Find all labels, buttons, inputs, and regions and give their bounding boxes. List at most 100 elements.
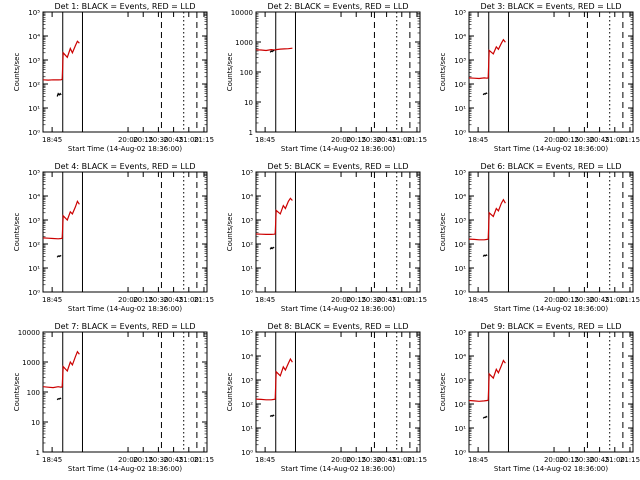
y-tick-label: 10² [454, 401, 466, 409]
y-tick-label: 10¹ [454, 425, 466, 433]
x-tick-label: 18:45 [255, 296, 275, 304]
x-tick-label: 20:15 [559, 136, 579, 144]
y-tick-label: 10⁵ [454, 9, 466, 17]
y-tick-label: 10³ [241, 377, 253, 385]
y-tick-label: 10000 [231, 9, 253, 17]
x-tick-label: 20:45 [163, 296, 183, 304]
x-tick-label: 20:30 [148, 456, 168, 464]
x-tick-label: 20:45 [376, 136, 396, 144]
panel-det-9: Det 9: BLACK = Events, RED = LLD 10⁰ 10¹ 10… [439, 322, 640, 473]
x-axis-label: Start Time (14-Aug-02 18:36:00) [68, 465, 182, 473]
panel-title: Det 8: BLACK = Events, RED = LLD [268, 322, 409, 331]
plot-frame [255, 331, 421, 453]
y-tick-label: 10¹ [454, 105, 466, 113]
x-tick-label: 20:45 [163, 456, 183, 464]
plot-frame [42, 171, 208, 293]
x-tick-label: 20:00 [544, 296, 564, 304]
series-events [56, 397, 62, 401]
y-tick-label: 10² [241, 401, 253, 409]
series-events [269, 246, 275, 250]
series-lld [468, 38, 506, 80]
x-tick-label: 21:00 [179, 136, 199, 144]
y-tick-label: 10¹ [454, 265, 466, 273]
x-tick-label: 21:15 [194, 136, 214, 144]
plot-frame [468, 171, 634, 293]
y-tick-label: 10⁰ [454, 289, 466, 297]
series-lld [255, 357, 293, 401]
panel-title: Det 5: BLACK = Events, RED = LLD [268, 162, 409, 171]
y-tick-label: 10⁰ [241, 289, 253, 297]
plot-frame [468, 331, 634, 453]
plot-frame [255, 171, 421, 293]
y-axis-label: Counts/sec [13, 213, 21, 252]
y-tick-label: 10³ [454, 217, 466, 225]
x-tick-label: 21:00 [179, 296, 199, 304]
y-tick-label: 10⁵ [241, 169, 253, 177]
panel-det-7: Det 7: BLACK = Events, RED = LLD 1 10 100 10… [13, 322, 214, 473]
x-tick-label: 20:30 [148, 136, 168, 144]
y-tick-label: 10³ [241, 217, 253, 225]
x-tick-label: 20:00 [544, 136, 564, 144]
x-tick-label: 21:15 [407, 456, 427, 464]
x-tick-label: 18:45 [42, 456, 62, 464]
x-tick-label: 20:00 [118, 136, 138, 144]
x-tick-label: 20:00 [544, 456, 564, 464]
y-tick-label: 10² [241, 241, 253, 249]
panel-det-3: Det 3: BLACK = Events, RED = LLD 10⁰ 10¹ 10… [439, 2, 640, 153]
x-tick-label: 21:15 [194, 296, 214, 304]
x-tick-label: 20:30 [361, 136, 381, 144]
x-tick-label: 18:45 [42, 136, 62, 144]
y-tick-label: 10 [244, 99, 253, 107]
x-tick-label: 20:30 [574, 456, 594, 464]
y-tick-label: 100 [27, 389, 40, 397]
y-tick-label: 10⁴ [454, 353, 466, 361]
y-tick-label: 1000 [235, 39, 253, 47]
x-tick-label: 20:15 [133, 296, 153, 304]
y-tick-label: 10⁴ [241, 193, 253, 201]
y-tick-label: 10⁴ [454, 33, 466, 41]
y-tick-label: 10¹ [241, 265, 253, 273]
plot-frame [42, 11, 208, 133]
series-lld [255, 47, 293, 52]
y-tick-label: 10⁴ [241, 353, 253, 361]
y-axis-label: Counts/sec [13, 373, 21, 412]
y-tick-label: 10¹ [241, 425, 253, 433]
series-events [482, 254, 488, 257]
x-tick-label: 21:00 [605, 136, 625, 144]
y-tick-label: 10⁵ [28, 9, 40, 17]
y-tick-label: 10⁰ [454, 129, 466, 137]
x-tick-label: 20:15 [346, 136, 366, 144]
y-axis-label: Counts/sec [439, 213, 447, 252]
x-tick-label: 20:15 [346, 296, 366, 304]
y-axis-label: Counts/sec [226, 53, 234, 92]
x-tick-label: 20:30 [574, 296, 594, 304]
x-tick-label: 21:00 [179, 456, 199, 464]
x-axis-label: Start Time (14-Aug-02 18:36:00) [281, 145, 395, 153]
y-axis-label: Counts/sec [439, 53, 447, 92]
y-tick-label: 1 [36, 449, 40, 457]
panel-title: Det 1: BLACK = Events, RED = LLD [55, 2, 196, 11]
y-tick-label: 10³ [28, 57, 40, 65]
x-axis-label: Start Time (14-Aug-02 18:36:00) [68, 305, 182, 313]
y-tick-label: 1000 [22, 359, 40, 367]
x-tick-label: 21:15 [407, 296, 427, 304]
series-events [269, 414, 275, 417]
x-tick-label: 18:45 [255, 456, 275, 464]
y-tick-label: 100 [240, 69, 253, 77]
x-tick-label: 21:00 [392, 136, 412, 144]
y-tick-label: 10⁵ [28, 169, 40, 177]
y-tick-label: 10² [454, 81, 466, 89]
series-events [269, 49, 275, 53]
y-tick-label: 10⁵ [454, 329, 466, 337]
x-tick-label: 18:45 [42, 296, 62, 304]
x-tick-label: 21:00 [605, 296, 625, 304]
y-tick-label: 10² [28, 81, 40, 89]
x-tick-label: 20:15 [559, 296, 579, 304]
series-lld [42, 199, 80, 240]
x-tick-label: 21:15 [620, 136, 640, 144]
y-tick-label: 10⁵ [241, 329, 253, 337]
y-tick-label: 10¹ [28, 105, 40, 113]
x-tick-label: 21:15 [620, 456, 640, 464]
series-lld [468, 359, 506, 402]
x-tick-label: 20:15 [559, 456, 579, 464]
